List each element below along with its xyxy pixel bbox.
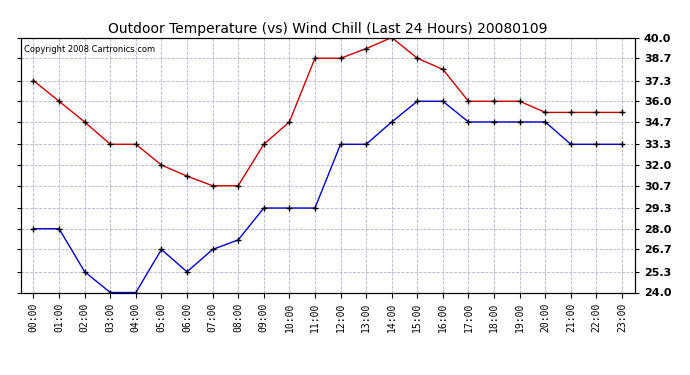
Title: Outdoor Temperature (vs) Wind Chill (Last 24 Hours) 20080109: Outdoor Temperature (vs) Wind Chill (Las… xyxy=(108,22,547,36)
Text: Copyright 2008 Cartronics.com: Copyright 2008 Cartronics.com xyxy=(23,45,155,54)
